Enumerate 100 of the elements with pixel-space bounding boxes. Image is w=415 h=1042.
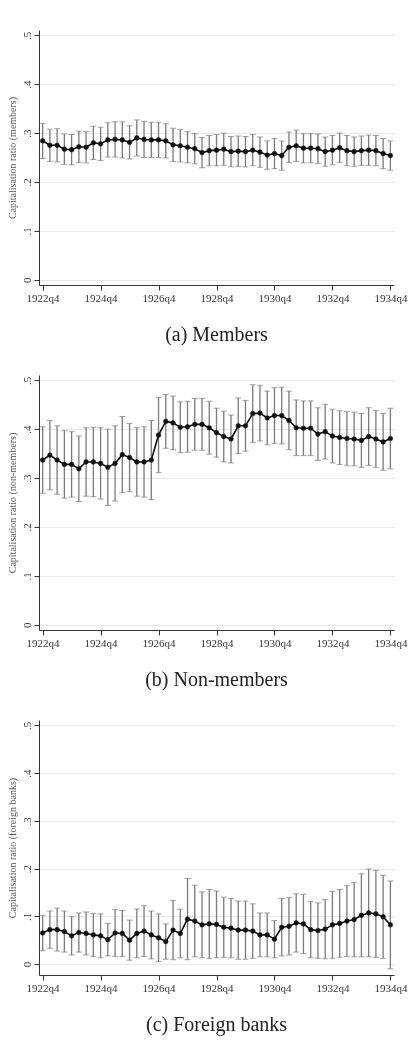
point	[170, 420, 176, 426]
y-tick-label: .5	[20, 31, 33, 40]
point	[264, 415, 270, 421]
point	[105, 137, 111, 143]
point	[315, 431, 321, 437]
point	[119, 452, 125, 458]
point	[184, 424, 191, 430]
point	[286, 144, 292, 150]
point	[54, 927, 60, 933]
point	[235, 423, 241, 429]
point	[337, 920, 343, 927]
point	[90, 459, 96, 465]
point	[242, 927, 249, 933]
point	[97, 141, 104, 147]
y-tick-label: .2	[20, 523, 33, 532]
point	[97, 460, 104, 467]
point	[199, 421, 205, 427]
point	[373, 148, 379, 154]
point	[373, 436, 379, 442]
point	[221, 924, 227, 930]
x-tick-label: 1924q4	[84, 291, 119, 304]
point	[40, 138, 46, 144]
x-tick-label: 1922q4	[26, 981, 61, 994]
point	[228, 436, 234, 442]
point	[366, 147, 372, 153]
point	[177, 424, 183, 430]
point	[250, 928, 256, 934]
point	[344, 918, 350, 924]
point	[69, 933, 75, 939]
point	[206, 921, 212, 927]
x-tick-label: 1928q4	[200, 636, 234, 649]
point	[90, 932, 96, 938]
point	[163, 418, 169, 424]
x-tick-label: 1924q4	[84, 981, 119, 994]
point	[279, 924, 285, 930]
point	[155, 432, 162, 438]
point	[380, 151, 386, 157]
point	[61, 146, 67, 152]
x-tick-label: 1934q4	[374, 981, 408, 994]
point	[76, 466, 82, 472]
y-tick-label: .4	[20, 768, 33, 778]
text: (b) Non-members	[145, 668, 289, 691]
point	[286, 923, 292, 929]
x-tick-label: 1930q4	[258, 981, 292, 994]
point	[293, 425, 299, 431]
point	[54, 457, 60, 463]
point	[250, 147, 256, 153]
y-tick-label: .2	[20, 178, 33, 187]
point	[271, 151, 278, 157]
x-tick-label: 1926q4	[142, 636, 177, 649]
point	[76, 144, 82, 150]
point	[112, 930, 118, 936]
point	[358, 437, 364, 444]
x-tick-label: 1930q4	[258, 636, 292, 649]
point	[358, 148, 364, 154]
point	[141, 928, 147, 934]
point	[163, 138, 169, 144]
point	[387, 922, 393, 928]
point	[344, 435, 350, 442]
point	[308, 927, 314, 933]
point	[170, 142, 176, 148]
point	[170, 927, 176, 933]
point	[257, 932, 263, 938]
point	[228, 925, 234, 931]
point	[286, 417, 292, 424]
point	[112, 136, 118, 143]
x-tick-label: 1932q4	[316, 981, 350, 994]
point	[279, 412, 285, 419]
point	[322, 149, 328, 155]
point	[126, 937, 133, 943]
point	[126, 139, 133, 145]
point	[177, 143, 183, 149]
point	[322, 926, 328, 932]
point	[141, 459, 147, 465]
point	[90, 140, 96, 146]
point	[329, 433, 336, 439]
x-tick-label: 1934q4	[374, 636, 408, 649]
point	[279, 152, 285, 159]
point	[250, 411, 256, 417]
y-axis-title: Capitalisation ratio (non-members)	[6, 432, 19, 574]
point	[134, 459, 140, 465]
y-tick-label: .1	[20, 912, 33, 921]
point	[337, 145, 343, 151]
point	[40, 457, 46, 463]
point	[257, 410, 263, 416]
point	[235, 148, 241, 154]
point	[83, 459, 89, 465]
point	[119, 137, 125, 143]
point	[213, 430, 220, 436]
point	[61, 928, 67, 935]
point	[308, 425, 314, 431]
point	[366, 910, 372, 916]
point	[184, 916, 191, 922]
x-tick-label: 1932q4	[316, 636, 350, 649]
y-tick-label: .1	[20, 572, 33, 581]
x-tick-label: 1926q4	[142, 291, 177, 304]
y-tick-label: 0	[20, 276, 33, 283]
point	[155, 137, 162, 143]
point	[47, 142, 53, 148]
point	[228, 149, 234, 155]
